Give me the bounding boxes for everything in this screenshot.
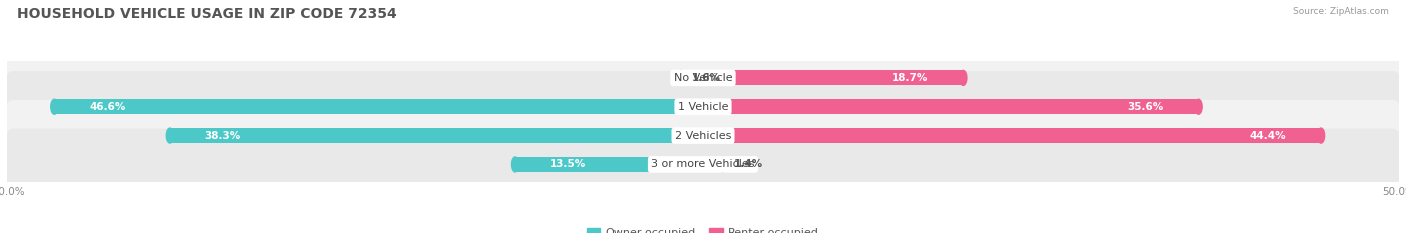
Text: 1 Vehicle: 1 Vehicle	[678, 102, 728, 112]
Legend: Owner-occupied, Renter-occupied: Owner-occupied, Renter-occupied	[582, 223, 824, 233]
FancyBboxPatch shape	[3, 100, 1403, 171]
Circle shape	[678, 70, 685, 85]
Bar	[703, 128, 1322, 143]
Text: 3 or more Vehicles: 3 or more Vehicles	[651, 159, 755, 169]
Bar	[703, 70, 963, 85]
Text: 44.4%: 44.4%	[1250, 130, 1286, 140]
Text: Source: ZipAtlas.com: Source: ZipAtlas.com	[1294, 7, 1389, 16]
Text: 1.6%: 1.6%	[692, 73, 721, 83]
Text: No Vehicle: No Vehicle	[673, 73, 733, 83]
Bar	[515, 157, 703, 172]
FancyBboxPatch shape	[3, 42, 1403, 114]
Circle shape	[960, 70, 967, 85]
Bar	[703, 157, 723, 172]
Text: 1.4%: 1.4%	[734, 159, 762, 169]
Bar	[681, 70, 703, 85]
Bar	[55, 99, 703, 114]
Circle shape	[51, 99, 58, 114]
Bar	[703, 99, 1198, 114]
Text: HOUSEHOLD VEHICLE USAGE IN ZIP CODE 72354: HOUSEHOLD VEHICLE USAGE IN ZIP CODE 7235…	[17, 7, 396, 21]
Bar	[170, 128, 703, 143]
Text: 46.6%: 46.6%	[89, 102, 125, 112]
Text: 13.5%: 13.5%	[550, 159, 586, 169]
Circle shape	[166, 128, 173, 143]
Circle shape	[1317, 128, 1324, 143]
FancyBboxPatch shape	[3, 129, 1403, 200]
Text: 2 Vehicles: 2 Vehicles	[675, 130, 731, 140]
Circle shape	[1195, 99, 1202, 114]
Text: 35.6%: 35.6%	[1128, 102, 1164, 112]
Text: 18.7%: 18.7%	[893, 73, 928, 83]
Circle shape	[718, 157, 725, 172]
Text: 38.3%: 38.3%	[205, 130, 240, 140]
Circle shape	[512, 157, 519, 172]
FancyBboxPatch shape	[3, 71, 1403, 143]
